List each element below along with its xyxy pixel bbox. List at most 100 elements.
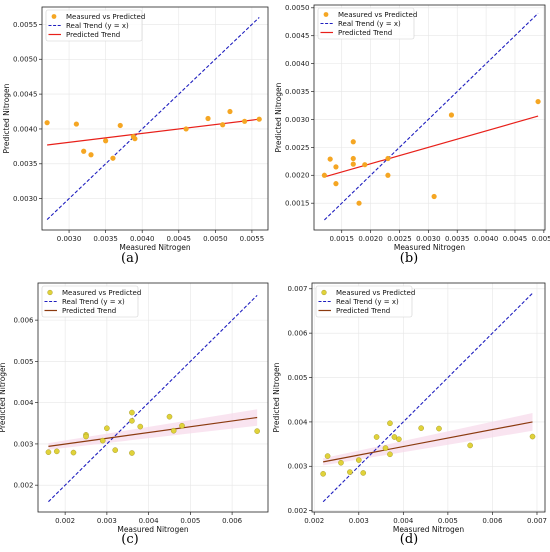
x-tick-label: 0.006	[222, 517, 243, 525]
data-point	[321, 172, 327, 178]
data-point	[53, 448, 60, 455]
legend-label-points: Measured vs Predicted	[66, 13, 145, 21]
data-point	[391, 434, 398, 440]
data-point	[448, 112, 455, 118]
y-tick-label: 0.0055	[13, 21, 38, 29]
x-tick-label: 0.0015	[329, 235, 354, 243]
y-tick-label: 0.0050	[285, 4, 310, 12]
real-trend-line	[322, 292, 533, 503]
legend-marker-points	[323, 12, 329, 17]
x-tick-label: 0.007	[527, 517, 547, 525]
legend-marker-points	[51, 14, 57, 19]
y-axis-label: Predicted Nitrogen	[2, 83, 11, 153]
y-tick-label: 0.0030	[285, 116, 310, 124]
data-point	[132, 136, 138, 142]
y-tick-label: 0.004	[287, 418, 308, 426]
data-point	[385, 172, 391, 178]
data-point	[103, 138, 109, 144]
y-tick-label: 0.0045	[285, 32, 310, 40]
data-point	[73, 121, 79, 127]
x-tick-label: 0.0035	[93, 235, 118, 243]
data-point	[70, 449, 77, 456]
data-point	[355, 457, 362, 463]
x-tick-label: 0.0040	[474, 235, 499, 243]
data-point	[179, 422, 185, 429]
axes-frame	[313, 4, 546, 231]
y-tick-label: 0.005	[287, 374, 307, 382]
y-tick-label: 0.006	[13, 317, 34, 325]
chart-panel-b: 0.0015 0.0020 0.0025 0.0030 0.0035 0.0040 0.00…	[274, 4, 550, 266]
data-point	[104, 425, 110, 432]
data-point	[88, 152, 94, 158]
axes-frame	[311, 282, 546, 513]
data-point	[45, 449, 52, 455]
legend-label-pred: Predicted Trend	[62, 307, 116, 315]
x-axis-label: Measured Nitrogen	[117, 525, 189, 534]
x-tick-label: 0.0030	[416, 235, 441, 243]
data-point	[241, 118, 248, 124]
data-point	[83, 433, 89, 440]
legend-label-real: Real Trend (y = x)	[336, 298, 399, 306]
data-point	[99, 437, 106, 444]
legend-label-real: Real Trend (y = x)	[338, 20, 401, 28]
x-tick-label: 0.002	[55, 517, 75, 525]
data-point	[431, 193, 437, 200]
y-axis-label: Predicted Nitrogen	[272, 362, 281, 432]
chart-panel-a: 0.0030 0.0035 0.0040 0.0045 0.0050 0.0055 0.00…	[2, 6, 269, 266]
data-point	[110, 155, 116, 161]
legend-box	[317, 7, 415, 40]
data-point	[529, 433, 536, 440]
x-tick-label: 0.0025	[387, 235, 412, 243]
y-tick-label: 0.006	[287, 330, 308, 338]
data-point	[373, 434, 380, 440]
legend-box	[41, 285, 139, 318]
x-tick-label: 0.006	[482, 517, 503, 525]
real-trend-line	[324, 12, 539, 221]
x-tick-label: 0.005	[180, 517, 200, 525]
y-tick-label: 0.0035	[13, 160, 38, 168]
axes-frame	[37, 282, 269, 513]
data-point	[387, 420, 393, 427]
panel-caption: (a)	[121, 251, 139, 266]
data-point	[333, 181, 339, 187]
data-point	[360, 470, 367, 476]
x-tick-label: 0.0035	[445, 235, 470, 243]
panel-caption: (b)	[400, 251, 418, 266]
legend-label-pred: Predicted Trend	[336, 307, 390, 315]
data-point	[129, 450, 135, 456]
data-point	[338, 459, 344, 466]
data-point	[112, 447, 119, 453]
data-point	[362, 162, 368, 168]
y-tick-label: 0.0015	[285, 200, 310, 208]
real-trend-line	[46, 17, 260, 220]
real-trend-line	[48, 294, 258, 503]
legend-label-real: Real Trend (y = x)	[62, 298, 125, 306]
panel-caption: (c)	[121, 532, 138, 547]
data-point	[183, 126, 189, 132]
legend-label-real: Real Trend (y = x)	[66, 22, 129, 30]
y-axis-label: Predicted Nitrogen	[274, 82, 283, 152]
data-point	[467, 442, 473, 449]
legend-box	[315, 285, 413, 318]
data-point	[347, 469, 353, 475]
x-axis-label: Measured Nitrogen	[394, 243, 466, 252]
data-point	[227, 108, 233, 115]
predicted-trend-line	[47, 118, 260, 146]
x-tick-label: 0.0045	[503, 235, 528, 243]
data-point	[387, 451, 393, 458]
y-tick-label: 0.003	[287, 463, 307, 471]
y-tick-label: 0.0025	[285, 144, 310, 152]
x-axis-label: Measured Nitrogen	[393, 525, 465, 534]
data-point	[418, 425, 424, 431]
x-tick-label: 0.0045	[167, 235, 192, 243]
panel-caption: (d)	[400, 532, 418, 547]
y-tick-label: 0.0040	[13, 125, 38, 133]
x-tick-label: 0.0020	[358, 235, 383, 243]
x-tick-label: 0.0050	[203, 235, 228, 243]
data-point	[81, 148, 87, 154]
legend-label-points: Measured vs Predicted	[338, 11, 417, 19]
data-point	[350, 155, 356, 162]
predicted-trend-line	[324, 115, 539, 178]
predicted-trend-line	[323, 421, 533, 463]
